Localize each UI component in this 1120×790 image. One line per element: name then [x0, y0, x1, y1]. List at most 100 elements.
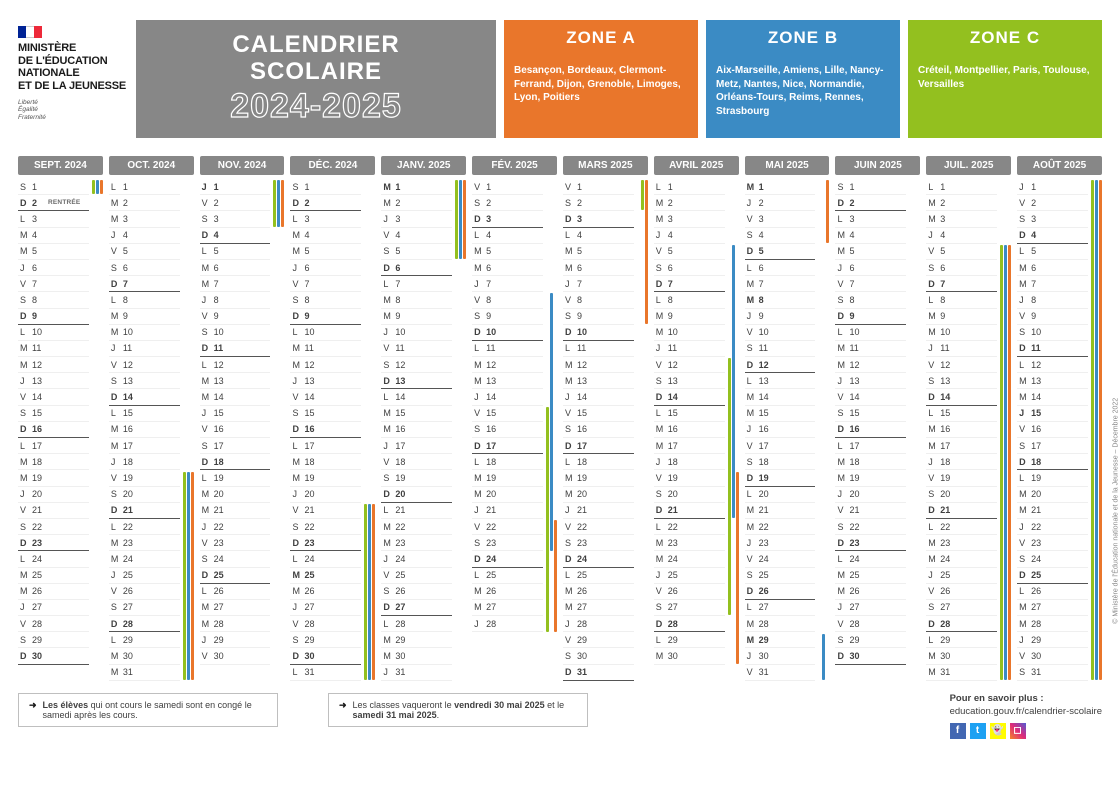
day-cell: J31 [381, 665, 452, 681]
day-cell: V29 [563, 632, 634, 648]
logo-line: NATIONALE [18, 67, 128, 80]
snapchat-icon[interactable]: 👻 [990, 723, 1006, 739]
day-cell: M10 [109, 325, 180, 341]
day-cell: J28 [472, 616, 543, 632]
day-cell: L26 [200, 584, 271, 600]
arrow-icon: ➜ [29, 700, 37, 711]
vacation-stripes [634, 179, 648, 681]
day-cell: D19 [745, 470, 816, 486]
day-cell: V5 [654, 244, 725, 260]
day-cell: L5 [1017, 244, 1088, 260]
stripe-zone-c [364, 504, 367, 680]
stripe-zone-a [1008, 245, 1011, 680]
day-cell: M21 [745, 503, 816, 519]
day-cell: V26 [654, 584, 725, 600]
day-cell: V1 [563, 179, 634, 195]
stripe-zone-c [1091, 180, 1094, 680]
french-flag-icon [18, 26, 42, 38]
day-cell: V26 [109, 584, 180, 600]
day-cell: S8 [290, 292, 361, 308]
stripe-zone-b [459, 180, 462, 259]
day-cell: J6 [835, 260, 906, 276]
day-cell: S9 [563, 309, 634, 325]
day-cell: S26 [381, 584, 452, 600]
day-cell: D23 [835, 535, 906, 551]
day-cell: D17 [472, 438, 543, 454]
day-cell: M27 [563, 600, 634, 616]
day-cell: S15 [290, 406, 361, 422]
month-header: AOÛT 2025 [1017, 156, 1102, 175]
day-cell: M11 [290, 341, 361, 357]
header: MINISTÈRE DE L'ÉDUCATION NATIONALE ET DE… [18, 20, 1102, 138]
day-cell: J11 [926, 341, 997, 357]
stripe-zone-c [728, 358, 731, 615]
day-cell: S23 [472, 535, 543, 551]
day-cell: J4 [654, 228, 725, 244]
day-cell: L29 [109, 632, 180, 648]
day-cell: V7 [290, 276, 361, 292]
day-cell: M12 [18, 357, 89, 373]
day-cell: S25 [745, 568, 816, 584]
day-cell: L22 [926, 519, 997, 535]
stripe-zone-a [645, 180, 648, 324]
day-cell: L15 [654, 406, 725, 422]
stripe-zone-a [554, 520, 557, 631]
day-cell: V16 [200, 422, 271, 438]
day-cell: V30 [1017, 648, 1088, 664]
day-cell: M19 [18, 470, 89, 486]
day-cell: M28 [1017, 616, 1088, 632]
day-cell: L24 [18, 551, 89, 567]
day-cell: M6 [563, 260, 634, 276]
day-cell: J13 [18, 373, 89, 389]
day-cell: D16 [835, 422, 906, 438]
day-cell: D16 [290, 422, 361, 438]
vacation-stripes [997, 179, 1011, 681]
day-cell: L28 [381, 616, 452, 632]
day-cell: M5 [18, 244, 89, 260]
day-cell: L3 [835, 211, 906, 227]
day-cell: J27 [290, 600, 361, 616]
day-cell: V30 [200, 648, 271, 664]
day-cell: S15 [835, 406, 906, 422]
day-cell: V12 [926, 357, 997, 373]
day-cell: S23 [563, 535, 634, 551]
day-cell: L4 [563, 228, 634, 244]
day-cell: M27 [1017, 600, 1088, 616]
day-cell: S3 [200, 211, 271, 227]
day-cell: S13 [926, 373, 997, 389]
day-cell: M13 [472, 373, 543, 389]
vacation-stripes [180, 179, 194, 681]
day-cell: M20 [563, 487, 634, 503]
title-line: CALENDRIER [232, 32, 399, 58]
month-column: JUIN 2025S1D2L3M4M5J6V7S8D9L10M11M12J13V… [835, 156, 920, 681]
day-cell: D7 [926, 276, 997, 292]
day-cell: J28 [563, 616, 634, 632]
instagram-icon[interactable]: ◻ [1010, 723, 1026, 739]
day-cell: J18 [109, 454, 180, 470]
day-cell: J14 [563, 389, 634, 405]
stripe-zone-c [641, 180, 644, 210]
month-header: SEPT. 2024 [18, 156, 103, 175]
day-cell: L8 [654, 292, 725, 308]
day-cell: S27 [654, 600, 725, 616]
day-cell: M7 [745, 276, 816, 292]
facebook-icon[interactable]: f [950, 723, 966, 739]
day-cell: M13 [1017, 373, 1088, 389]
twitter-icon[interactable]: t [970, 723, 986, 739]
copyright: © Ministère de l'Éducation nationale et … [1113, 398, 1120, 624]
day-cell: D14 [926, 389, 997, 405]
day-cell: S17 [200, 438, 271, 454]
day-cell: M30 [654, 648, 725, 664]
day-cell: J15 [1017, 406, 1088, 422]
day-cell: L10 [290, 325, 361, 341]
logo-line: ET DE LA JEUNESSE [18, 80, 128, 93]
day-cell: S9 [472, 309, 543, 325]
day-cell: J25 [654, 568, 725, 584]
day-cell: V26 [926, 584, 997, 600]
day-cell: M19 [472, 470, 543, 486]
day-cell: V3 [745, 211, 816, 227]
day-cell: J8 [1017, 292, 1088, 308]
day-cell: D24 [472, 551, 543, 567]
day-cell: L3 [290, 211, 361, 227]
day-cell: L15 [926, 406, 997, 422]
